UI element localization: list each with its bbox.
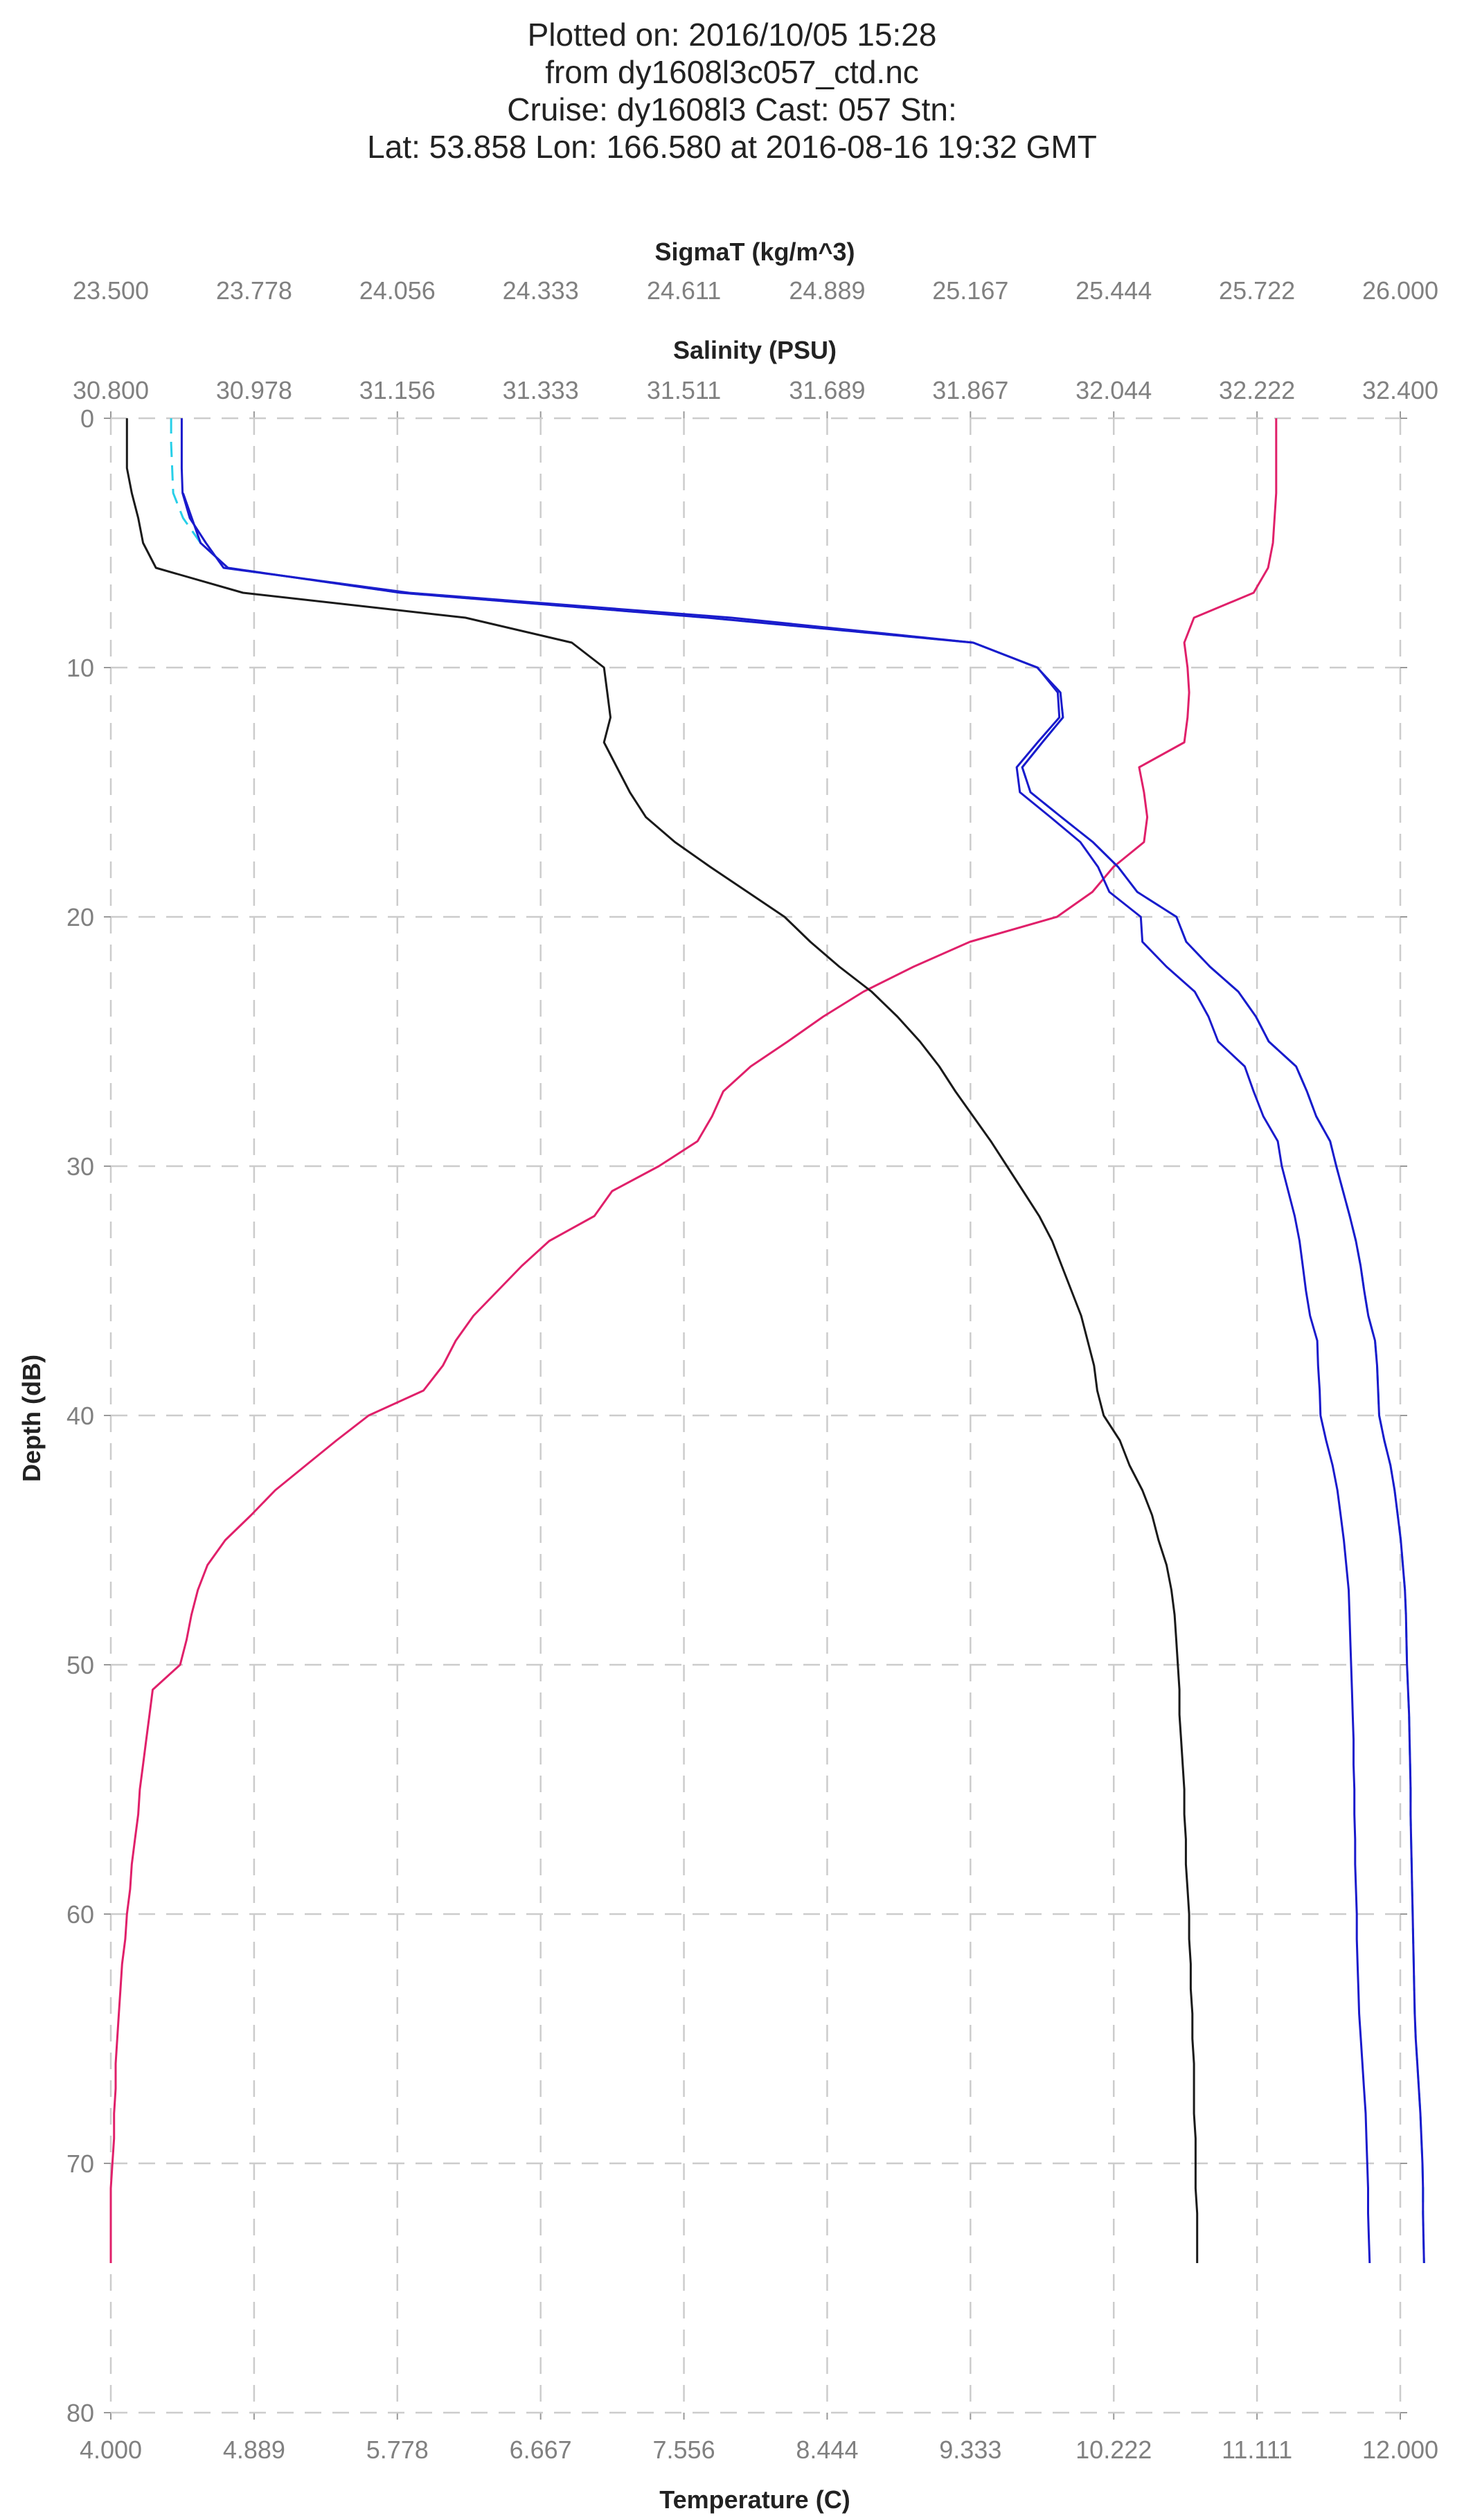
- sigmat-overlay-series-line: [181, 492, 1425, 2264]
- title-line-position: Lat: 53.858 Lon: 166.580 at 2016-08-16 1…: [367, 129, 1097, 165]
- salinity-tick-label: 31.867: [932, 376, 1008, 404]
- salinity-tick-label: 32.222: [1219, 376, 1295, 404]
- salinity-tick-labels: 30.800 30.978 31.156 31.333 31.511 31.689 31.8…: [73, 376, 1438, 404]
- salinity-tick-label: 31.333: [503, 376, 579, 404]
- temperature-tick-label: 4.889: [223, 2436, 285, 2464]
- chart-grid: [104, 411, 1407, 2420]
- temperature-tick-label: 12.000: [1362, 2436, 1438, 2464]
- salinity-tick-label: 30.800: [73, 376, 149, 404]
- salinity-tick-label: 32.044: [1075, 376, 1152, 404]
- sigmat-tick-label: 25.444: [1075, 276, 1152, 305]
- salinity-tick-label: 31.156: [359, 376, 436, 404]
- sigmat-tick-label: 25.167: [932, 276, 1008, 305]
- depth-axis-title: Depth (dB): [17, 1355, 46, 1482]
- depth-tick-label: 0: [80, 404, 94, 433]
- depth-tick-label: 10: [66, 654, 94, 682]
- salinity-series-line: [180, 418, 1371, 2264]
- depth-tick-label: 50: [66, 1651, 94, 1679]
- depth-tick-labels: 0 10 20 30 40 50 60 70 80: [66, 404, 94, 2427]
- sigmat-tick-label: 26.000: [1362, 276, 1438, 305]
- salinity-tick-label: 31.689: [789, 376, 865, 404]
- salinity-tick-label: 31.511: [647, 376, 721, 404]
- temperature-series-line: [109, 418, 1278, 2263]
- sigmat-tick-label: 24.611: [647, 276, 721, 305]
- title-line-cruise: Cruise: dy1608l3 Cast: 057 Stn:: [507, 91, 956, 127]
- temperature-tick-label: 9.333: [939, 2436, 1001, 2464]
- depth-tick-label: 60: [66, 1900, 94, 1929]
- depth-tick-label: 70: [66, 2150, 94, 2178]
- temperature-tick-label: 7.556: [653, 2436, 715, 2464]
- sigmat-tick-label: 23.500: [73, 276, 149, 305]
- chart-series: [109, 418, 1425, 2264]
- pressure-trace-series-line: [125, 418, 1199, 2263]
- temperature-tick-label: 8.444: [796, 2436, 858, 2464]
- temperature-tick-label: 5.778: [366, 2436, 429, 2464]
- sigmat-tick-label: 23.778: [216, 276, 292, 305]
- temperature-tick-label: 11.111: [1222, 2436, 1292, 2464]
- temperature-tick-labels: 4.000 4.889 5.778 6.667 7.556 8.444 9.333 10.22…: [80, 2436, 1438, 2464]
- sigmat-tick-label: 25.722: [1219, 276, 1295, 305]
- chart-title: Plotted on: 2016/10/05 15:28 from dy1608…: [367, 17, 1097, 165]
- sigmat-tick-labels: 23.500 23.778 24.056 24.333 24.611 24.889 25.1…: [73, 276, 1438, 305]
- sigmat-series-line: [170, 418, 1425, 2264]
- sigmat-axis-title: SigmaT (kg/m^3): [654, 238, 855, 266]
- sigmat-tick-label: 24.333: [503, 276, 579, 305]
- salinity-tick-label: 32.400: [1362, 376, 1438, 404]
- salinity-tick-label: 30.978: [216, 376, 292, 404]
- depth-tick-label: 40: [66, 1402, 94, 1430]
- salinity-axis-title: Salinity (PSU): [673, 336, 837, 364]
- temperature-axis-title: Temperature (C): [659, 2485, 850, 2514]
- depth-tick-label: 80: [66, 2399, 94, 2427]
- temperature-tick-label: 10.222: [1075, 2436, 1152, 2464]
- depth-tick-label: 30: [66, 1152, 94, 1181]
- depth-tick-label: 20: [66, 903, 94, 931]
- sigmat-tick-label: 24.889: [789, 276, 865, 305]
- title-line-source-file: from dy1608l3c057_ctd.nc: [545, 54, 919, 90]
- temperature-tick-label: 4.000: [80, 2436, 142, 2464]
- temperature-tick-label: 6.667: [510, 2436, 572, 2464]
- sigmat-tick-label: 24.056: [359, 276, 436, 305]
- title-line-plotted-on: Plotted on: 2016/10/05 15:28: [528, 17, 937, 53]
